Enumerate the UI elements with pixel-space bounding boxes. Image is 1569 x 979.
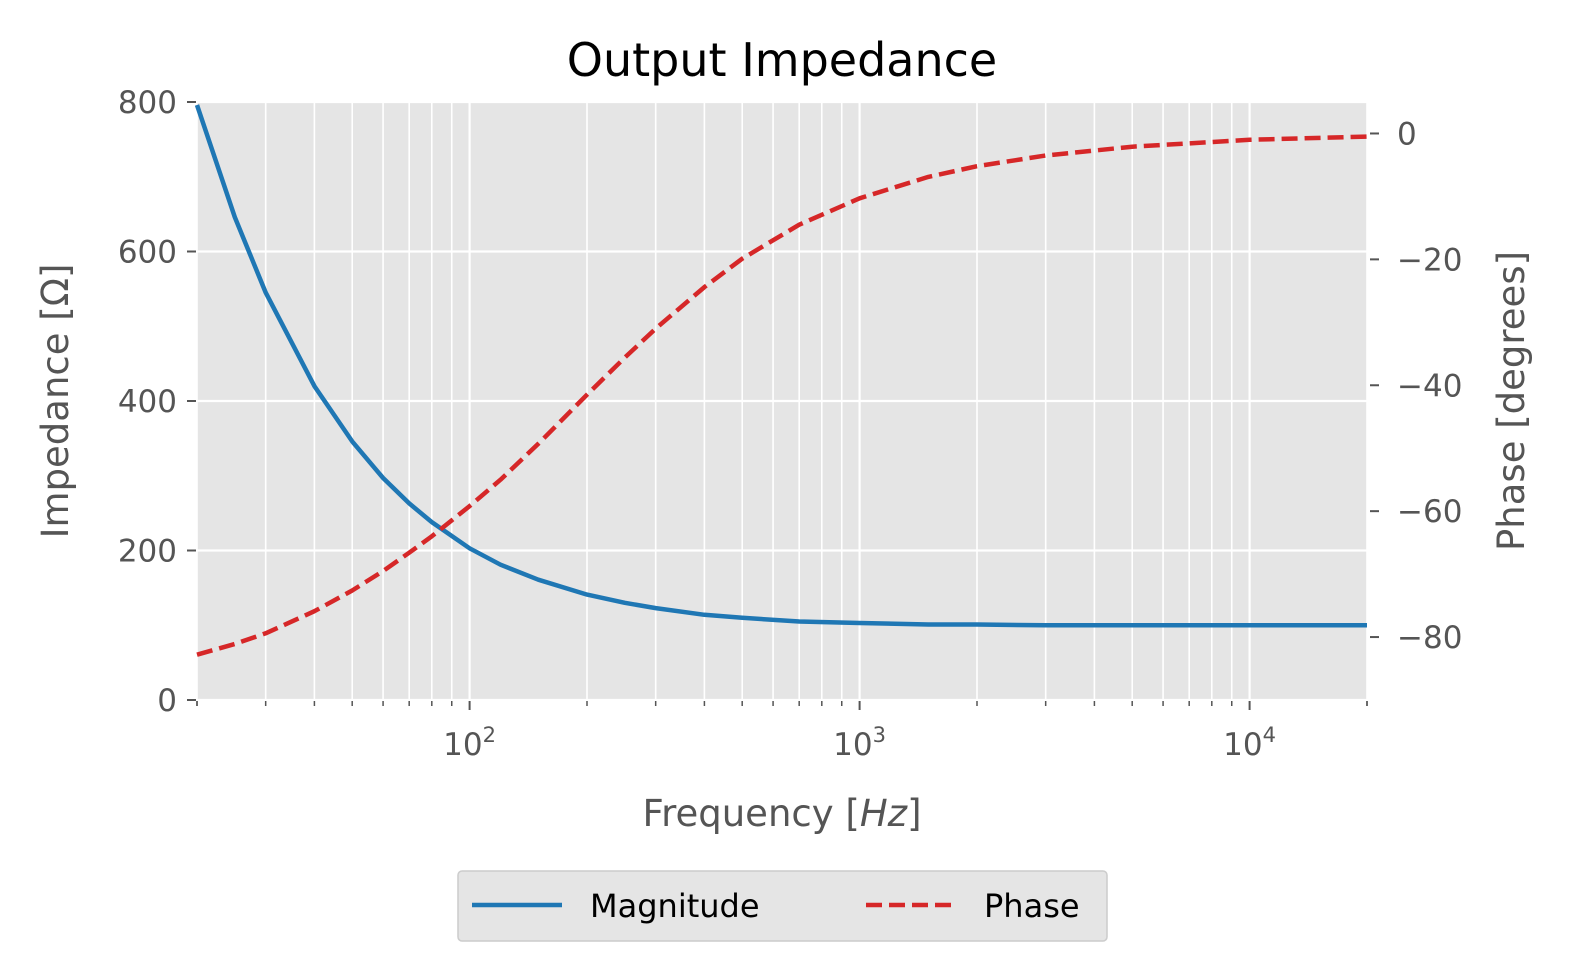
x-axis-label: Frequency [Hz] — [642, 792, 921, 835]
x-tick-base: 10 — [833, 727, 872, 763]
x-axis-label-suffix: ] — [907, 792, 921, 835]
y-tick-label: 200 — [118, 534, 177, 570]
series-line-phase — [196, 134, 1368, 657]
legend-frame — [457, 870, 1108, 942]
y-axis-label: Impedance [Ω] — [34, 264, 77, 539]
y-tick-label: 400 — [118, 384, 177, 420]
chart-title: Output Impedance — [567, 33, 997, 87]
x-tick-base: 10 — [1223, 727, 1262, 763]
y-tick-label: 0 — [157, 683, 177, 719]
y2-tick-label: −80 — [1397, 620, 1462, 656]
y-tick-label: 800 — [118, 85, 177, 121]
legend-phase-label: Phase — [984, 887, 1080, 925]
x-tick-exponent: 4 — [1263, 723, 1276, 747]
x-tick-base: 10 — [443, 727, 482, 763]
legend: Magnitude Phase — [457, 870, 1108, 942]
series-line-magnitude — [194, 104, 1367, 628]
y2-tick-label: −40 — [1397, 368, 1462, 404]
y-tick-label: 600 — [118, 235, 177, 271]
x-tick-label: 103 — [833, 723, 886, 763]
x-axis-label-prefix: Frequency [ — [642, 792, 859, 835]
x-tick-exponent: 2 — [483, 723, 496, 747]
legend-magnitude-label: Magnitude — [590, 887, 760, 925]
x-tick-exponent: 3 — [873, 723, 886, 747]
x-tick-label: 102 — [443, 723, 496, 763]
x-tick-label: 104 — [1223, 723, 1276, 763]
y2-axis-label: Phase [degrees] — [1490, 251, 1533, 551]
y2-tick-label: −20 — [1397, 242, 1462, 278]
grid-lines — [196, 100, 1368, 702]
y2-tick-label: 0 — [1397, 116, 1417, 152]
y2-tick-label: −60 — [1397, 494, 1462, 530]
x-axis-label-unit: Hz — [860, 792, 909, 835]
series-layer — [194, 104, 1368, 657]
